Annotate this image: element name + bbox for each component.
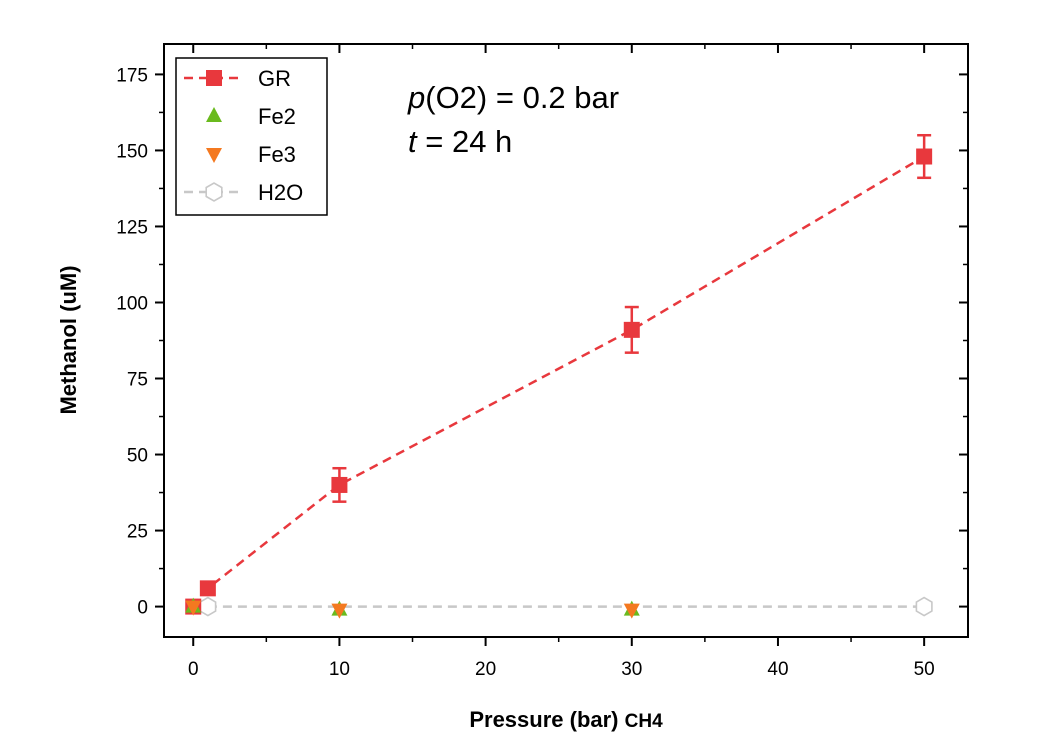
annotation-t-symbol: t — [408, 124, 418, 159]
h2o-point — [915, 596, 933, 617]
series-fe3 — [185, 600, 640, 619]
legend-item-fe2: Fe2 — [206, 104, 296, 129]
axis-tick-labels: 0 10 20 30 40 50 0 25 50 75 100 125 150 175 — [116, 65, 934, 680]
fe3-point — [331, 603, 348, 619]
gr-line — [192, 155, 925, 608]
legend: GR Fe2 Fe3 H2O — [175, 57, 328, 216]
h2o-point — [199, 596, 217, 617]
x-tick-label: 0 — [188, 659, 199, 680]
annotation-t-value: = 24 h — [417, 124, 513, 159]
legend-box — [175, 57, 328, 216]
legend-label-fe2: Fe2 — [258, 104, 296, 129]
axis-ticks — [155, 44, 968, 646]
fe3-point — [623, 603, 640, 619]
annotation-p-value: (O2) = 0.2 bar — [425, 80, 619, 115]
fe3-point — [185, 600, 202, 616]
legend-item-gr: GR — [184, 66, 291, 91]
x-axis-title-main: Pressure (bar) — [469, 707, 618, 732]
x-tick-label: 40 — [767, 659, 788, 680]
y-tick-label: 100 — [116, 293, 148, 314]
series-layer — [185, 133, 933, 619]
y-tick-label: 175 — [116, 65, 148, 86]
series-h2o — [199, 596, 933, 617]
legend-marker-fe2 — [206, 107, 222, 122]
gr-point — [199, 580, 216, 597]
y-tick-label: 50 — [127, 446, 148, 467]
legend-label-fe3: Fe3 — [258, 142, 296, 167]
conditions-annotation: p(O2) = 0.2 bar t = 24 h — [407, 80, 619, 159]
legend-item-h2o: H2O — [184, 180, 303, 205]
legend-marker-h2o — [205, 182, 223, 202]
legend-label-gr: GR — [258, 66, 291, 91]
x-tick-label: 10 — [329, 659, 350, 680]
annotation-line-time: t = 24 h — [408, 124, 512, 159]
y-axis-title: Methanol (uM) — [56, 265, 81, 414]
gr-point — [916, 148, 933, 165]
legend-item-fe3: Fe3 — [206, 142, 296, 167]
gr-point — [331, 476, 348, 493]
legend-label-h2o: H2O — [258, 180, 303, 205]
gr-point — [623, 321, 640, 338]
y-tick-label: 150 — [116, 141, 148, 162]
annotation-line-pressure: p(O2) = 0.2 bar — [407, 80, 619, 115]
y-tick-label: 0 — [137, 598, 148, 619]
annotation-p-symbol: p — [407, 80, 425, 115]
y-tick-label: 125 — [116, 217, 148, 238]
x-tick-label: 20 — [475, 659, 496, 680]
y-tick-label: 75 — [127, 370, 148, 391]
x-tick-label: 50 — [914, 659, 935, 680]
x-axis-title-suffix: CH4 — [625, 711, 663, 732]
x-tick-label: 30 — [621, 659, 642, 680]
x-axis-title: Pressure (bar) CH4 — [469, 707, 663, 732]
y-tick-label: 25 — [127, 522, 148, 543]
legend-marker-fe3 — [206, 148, 222, 163]
legend-marker-gr — [206, 70, 222, 86]
series-gr — [185, 133, 933, 615]
